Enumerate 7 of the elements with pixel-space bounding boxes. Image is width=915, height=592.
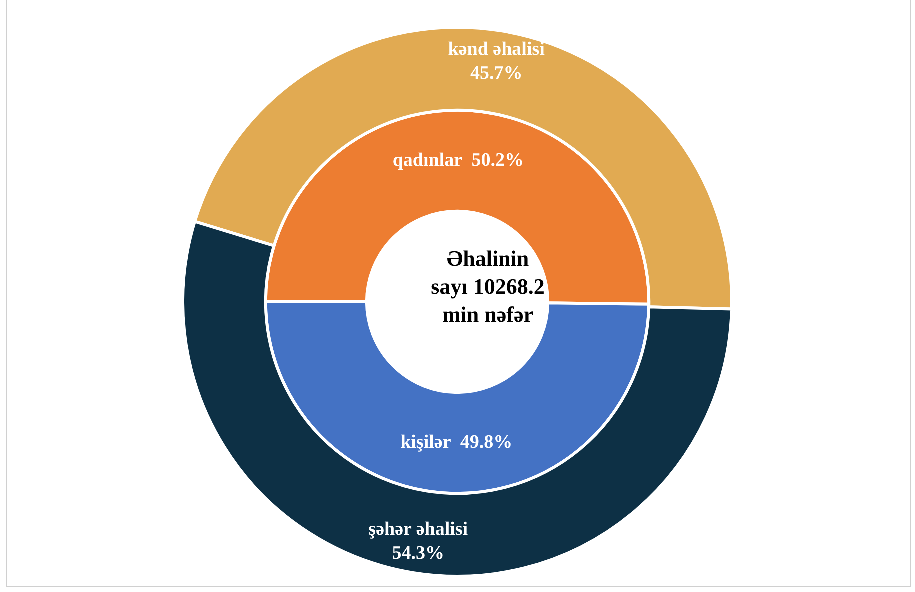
text: Əhalinin sayı 10268.2 min nəfər xyxy=(430,245,546,329)
slice-label: şəhər əhalisi xyxy=(368,518,468,540)
category-label: kişilər 49.8% xyxy=(400,432,513,454)
data-label: 54.3% xyxy=(392,542,445,564)
category-label: qadınlar 50.2% xyxy=(392,150,524,171)
slice-label: kənd əhalisi xyxy=(448,39,545,60)
data-label: 45.7% xyxy=(470,63,523,84)
